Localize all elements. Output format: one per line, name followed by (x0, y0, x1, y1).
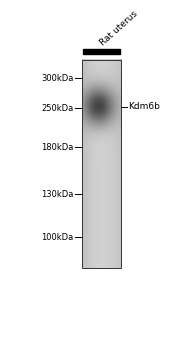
Bar (82, 60, 122, 268)
Text: 180kDa: 180kDa (41, 142, 74, 152)
Text: Kdm6b: Kdm6b (128, 102, 160, 111)
Text: 100kDa: 100kDa (41, 233, 74, 242)
Text: 130kDa: 130kDa (41, 190, 74, 199)
Text: 300kDa: 300kDa (41, 74, 74, 83)
Bar (83, 49, 120, 54)
Text: 250kDa: 250kDa (41, 104, 74, 113)
Text: Rat uterus: Rat uterus (98, 10, 140, 48)
